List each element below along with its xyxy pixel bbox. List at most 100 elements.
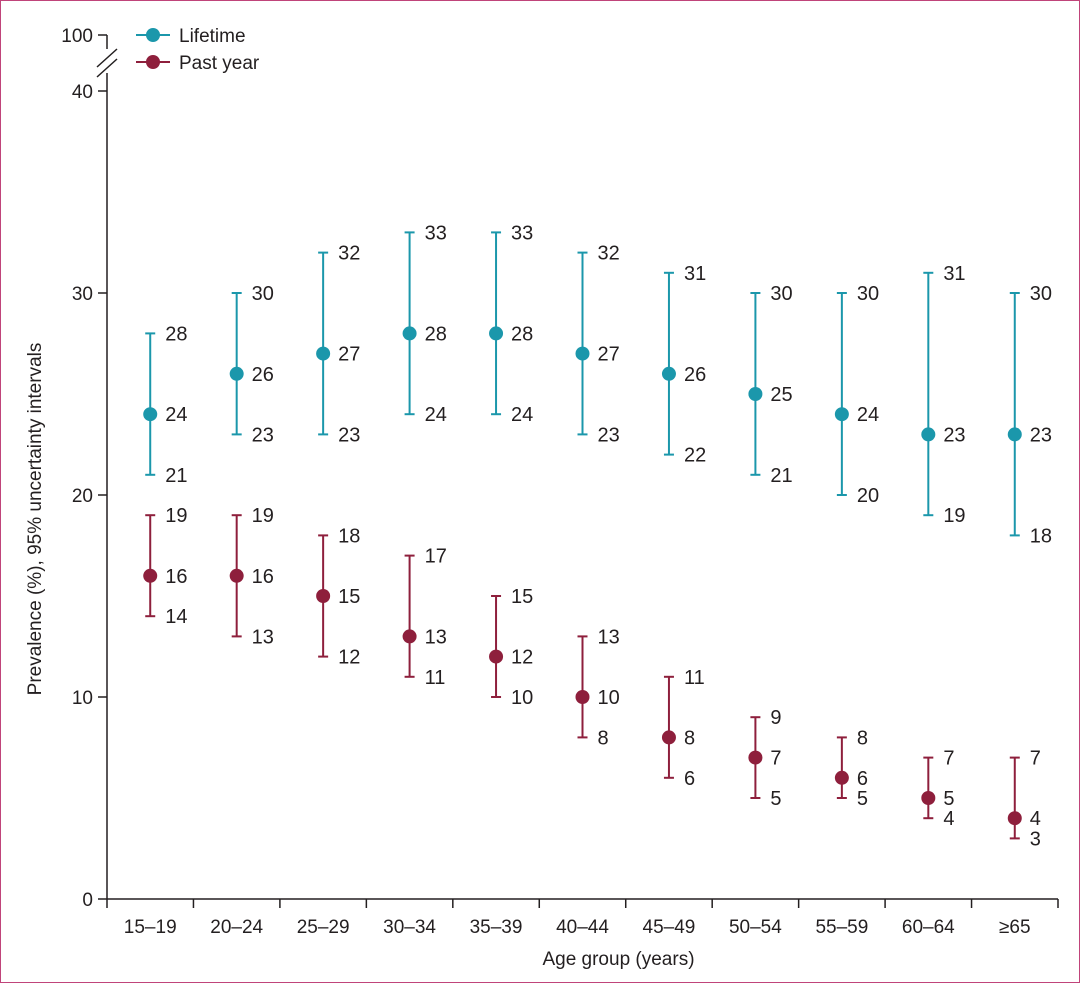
point-value-label: 28 — [511, 323, 533, 345]
lower-value-label: 3 — [1030, 828, 1041, 850]
data-point — [575, 346, 590, 361]
upper-value-label: 28 — [165, 323, 187, 345]
x-tick-label: 25–29 — [297, 917, 350, 938]
y-tick-label: 0 — [82, 890, 93, 911]
point-value-label: 5 — [943, 788, 954, 810]
lower-value-label: 10 — [511, 687, 533, 709]
data-point — [661, 730, 676, 745]
lower-value-label: 23 — [598, 424, 620, 446]
lower-value-label: 23 — [252, 424, 274, 446]
x-tick-label: 55–59 — [815, 917, 868, 938]
x-tick-label: 20–24 — [210, 917, 263, 938]
data-point — [489, 326, 504, 341]
upper-value-label: 7 — [1030, 748, 1041, 770]
x-tick-label: 40–44 — [556, 917, 609, 938]
legend-label: Lifetime — [179, 26, 246, 47]
y-axis-break-mark — [96, 58, 118, 78]
point-value-label: 24 — [857, 404, 879, 426]
lower-value-label: 19 — [943, 505, 965, 527]
point-value-label: 12 — [511, 647, 533, 669]
data-point — [1007, 427, 1022, 442]
point-value-label: 27 — [338, 344, 360, 366]
data-point — [921, 427, 936, 442]
upper-value-label: 31 — [943, 263, 965, 285]
data-point — [1007, 811, 1022, 826]
upper-value-label: 30 — [1030, 283, 1052, 305]
data-point — [316, 589, 331, 603]
x-tick-label: 45–49 — [643, 917, 696, 938]
upper-value-label: 15 — [511, 586, 533, 608]
upper-value-label: 33 — [511, 222, 533, 244]
lower-value-label: 24 — [425, 404, 447, 426]
data-point — [143, 568, 158, 583]
x-tick-label: ≥65 — [999, 917, 1031, 938]
x-tick-label: 30–34 — [383, 917, 436, 938]
upper-value-label: 17 — [425, 546, 447, 568]
point-value-label: 8 — [684, 727, 695, 749]
data-point — [316, 346, 331, 361]
point-value-label: 15 — [338, 586, 360, 608]
data-point — [402, 629, 417, 644]
upper-value-label: 9 — [770, 707, 781, 729]
lower-value-label: 24 — [511, 404, 533, 426]
lower-value-label: 12 — [338, 647, 360, 669]
data-point — [489, 649, 504, 664]
legend-marker — [146, 55, 160, 69]
point-value-label: 23 — [943, 424, 965, 446]
point-value-label: 16 — [165, 566, 187, 588]
lower-value-label: 6 — [684, 768, 695, 790]
x-axis-title: Age group (years) — [542, 949, 694, 970]
data-point — [921, 791, 936, 805]
point-value-label: 16 — [252, 566, 274, 588]
point-value-label: 4 — [1030, 808, 1041, 830]
data-point — [748, 387, 763, 401]
y-tick-label: 30 — [72, 284, 93, 305]
upper-value-label: 19 — [165, 505, 187, 527]
upper-value-label: 30 — [252, 283, 274, 305]
upper-value-label: 31 — [684, 263, 706, 285]
point-value-label: 10 — [598, 687, 620, 709]
lower-value-label: 13 — [252, 626, 274, 648]
data-point — [575, 690, 590, 704]
lower-value-label: 14 — [165, 606, 187, 628]
lower-value-label: 8 — [598, 727, 609, 749]
x-tick-label: 15–19 — [124, 917, 177, 938]
upper-value-label: 33 — [425, 222, 447, 244]
data-point — [661, 366, 676, 381]
data-point — [229, 366, 244, 381]
y-tick-label: 20 — [72, 486, 93, 507]
point-value-label: 24 — [165, 404, 187, 426]
upper-value-label: 19 — [252, 505, 274, 527]
upper-value-label: 32 — [338, 243, 360, 265]
point-value-label: 25 — [770, 384, 792, 406]
point-value-label: 26 — [684, 364, 706, 386]
lower-value-label: 21 — [165, 465, 187, 487]
data-point — [834, 407, 849, 422]
lower-value-label: 18 — [1030, 525, 1052, 547]
point-value-label: 27 — [598, 344, 620, 366]
y-tick-label: 10 — [72, 688, 93, 709]
data-point — [402, 326, 417, 341]
point-value-label: 26 — [252, 364, 274, 386]
upper-value-label: 11 — [684, 667, 705, 689]
point-value-label: 28 — [425, 323, 447, 345]
lower-value-label: 11 — [425, 667, 446, 689]
x-tick-label: 60–64 — [902, 917, 955, 938]
lower-value-label: 4 — [943, 808, 954, 830]
lower-value-label: 5 — [857, 788, 868, 810]
point-value-label: 7 — [770, 748, 781, 770]
y-tick-label: 100 — [61, 26, 93, 47]
lower-value-label: 5 — [770, 788, 781, 810]
data-point — [748, 750, 763, 765]
legend-label: Past year — [179, 53, 260, 74]
lower-value-label: 23 — [338, 424, 360, 446]
upper-value-label: 8 — [857, 727, 868, 749]
lower-value-label: 21 — [770, 465, 792, 487]
y-axis-break-mark — [96, 48, 118, 68]
point-value-label: 23 — [1030, 424, 1052, 446]
point-value-label: 6 — [857, 768, 868, 790]
point-value-label: 13 — [425, 626, 447, 648]
data-point — [229, 568, 244, 583]
